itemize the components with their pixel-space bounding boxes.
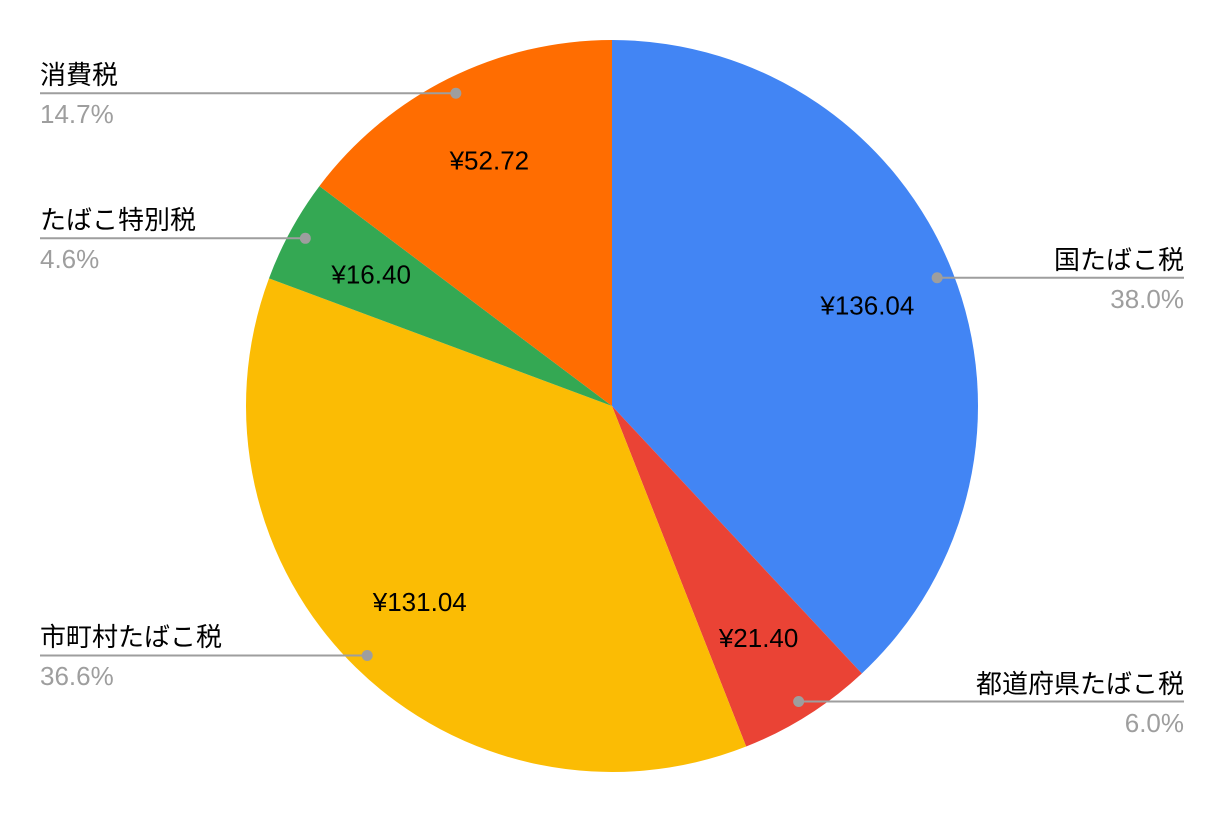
leader-dot-1 (793, 696, 805, 708)
slice-category-label: 都道府県たばこ税 (975, 668, 1184, 699)
pie-slice-0[interactable] (612, 40, 978, 674)
slice-value-label-4: ¥52.72 (449, 145, 530, 175)
slice-category-label: たばこ特別税 (40, 205, 197, 236)
slice-value-label-2: ¥131.04 (372, 587, 467, 617)
slice-callout-1: 都道府県たばこ税 6.0% (976, 668, 1184, 738)
slice-value-label-0: ¥136.04 (819, 290, 914, 320)
slice-value-label-1: ¥21.40 (718, 623, 799, 653)
slice-callout-0: 国たばこ税 38.0% (1054, 244, 1184, 314)
leader-dot-3 (299, 232, 311, 244)
slice-percent-label: 36.6% (40, 661, 114, 692)
leader-dot-4 (450, 87, 462, 99)
slice-callout-4: 消費税 14.7% (40, 59, 118, 129)
slice-percent-label: 14.7% (40, 99, 114, 130)
pie-slice-1[interactable] (612, 406, 862, 747)
slice-category-label: 市町村たばこ税 (40, 622, 223, 653)
slice-callout-3: たばこ特別税 4.6% (40, 204, 196, 274)
slice-category-label: 消費税 (40, 60, 119, 91)
slice-percent-label: 38.0% (1110, 283, 1184, 314)
pie-slice-3[interactable] (268, 186, 612, 406)
slice-percent-label: 6.0% (1124, 707, 1184, 738)
slice-category-label: 国たばこ税 (1053, 244, 1184, 275)
pie-slice-4[interactable] (319, 40, 612, 406)
pie-slice-2[interactable] (245, 278, 747, 772)
slice-value-label-3: ¥16.40 (330, 259, 411, 289)
leader-dot-2 (361, 649, 373, 661)
slice-callout-2: 市町村たばこ税 36.6% (40, 621, 222, 691)
leader-dot-0 (931, 272, 943, 284)
slice-percent-label: 4.6% (40, 244, 100, 275)
